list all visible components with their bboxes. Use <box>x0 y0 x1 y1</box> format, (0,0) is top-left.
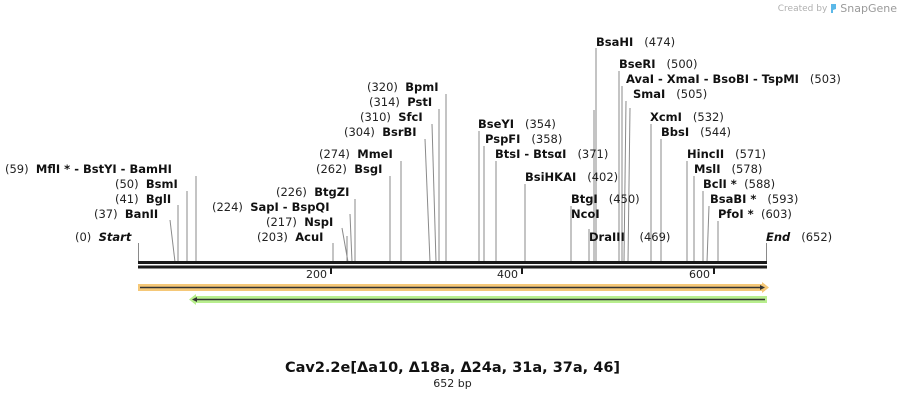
enzyme-label-draiii[interactable]: DraIII (469) <box>589 230 671 244</box>
sequence-length: 652 bp <box>433 377 472 390</box>
enzyme-label-btsi-btsai[interactable]: BtsI - BtsαI (371) <box>495 147 609 161</box>
enzyme-label-bsabi[interactable]: BsaBI * (593) <box>710 192 799 206</box>
enzyme-label-bbsi[interactable]: BbsI (544) <box>661 125 732 139</box>
enzyme-label-bsmi[interactable]: (50) BsmI <box>115 177 178 191</box>
backbone-top-strand <box>138 261 767 264</box>
enzyme-label-xcmi[interactable]: XcmI (532) <box>650 110 724 124</box>
end-label: End (652) <box>766 230 833 244</box>
enzyme-label-pspfi[interactable]: PspFI (358) <box>485 132 563 146</box>
credit-prefix: Created by <box>777 3 828 14</box>
enzyme-label-bsahi[interactable]: BsaHI (474) <box>596 35 676 49</box>
reverse-feature-arrow[interactable] <box>189 294 767 305</box>
start-label: (0) Start <box>75 230 132 244</box>
enzyme-label-bsrbi[interactable]: (304) BsrBI <box>344 125 417 139</box>
enzyme-label-btgi[interactable]: BtgI (450) <box>571 192 640 206</box>
enzyme-label-bgli[interactable]: (41) BglI <box>115 192 172 206</box>
snapgene-logo-icon <box>831 4 837 13</box>
cut-site-lines <box>138 48 767 263</box>
enzyme-label-ncoi[interactable]: NcoI <box>571 207 600 221</box>
enzyme-label-hincii[interactable]: HincII (571) <box>687 147 767 161</box>
tick-400 <box>521 268 523 274</box>
enzyme-label-btgzi[interactable]: (226) BtgZI <box>276 185 350 199</box>
forward-feature-arrow[interactable] <box>138 282 769 293</box>
tick-label-200: 200 <box>306 268 327 281</box>
enzyme-label-acui[interactable]: (203) AcuI <box>257 230 324 244</box>
credit-brand: SnapGene <box>840 2 897 15</box>
enzyme-label-sapi-bspqi[interactable]: (224) SapI - BspQI <box>212 200 330 214</box>
tick-600 <box>713 268 715 274</box>
enzyme-label-avai-xmai-bsobi-tspmi[interactable]: AvaI - XmaI - BsoBI - TspMI (503) <box>626 72 841 86</box>
enzyme-label-bcli[interactable]: BclI * (588) <box>703 177 776 191</box>
enzyme-label-mfli-bstyi-bamhi[interactable]: (59) MflI * - BstYI - BamHI <box>5 162 172 176</box>
enzyme-label-psti[interactable]: (314) PstI <box>369 95 433 109</box>
enzyme-label-pfoi[interactable]: PfoI * (603) <box>718 207 792 221</box>
enzyme-label-bseyi[interactable]: BseYI (354) <box>478 117 556 131</box>
tick-label-600: 600 <box>689 268 710 281</box>
enzyme-label-bpmi[interactable]: (320) BpmI <box>367 80 439 94</box>
enzyme-label-bsihkai[interactable]: BsiHKAI (402) <box>525 170 619 184</box>
sequence-title: Cav2.2e[Δa10, Δ18a, Δ24a, 31a, 37a, 46] <box>284 360 621 376</box>
enzyme-label-banii[interactable]: (37) BanII <box>94 207 159 221</box>
backbone-bottom-strand <box>138 265 767 269</box>
tick-200 <box>330 268 332 274</box>
enzyme-label-bsgi[interactable]: (262) BsgI <box>316 162 383 176</box>
enzyme-label-msli[interactable]: MslI (578) <box>694 162 763 176</box>
snapgene-credit: Created by SnapGene <box>778 2 897 15</box>
enzyme-label-sfci[interactable]: (310) SfcI <box>360 110 423 124</box>
enzyme-label-nspi[interactable]: (217) NspI <box>266 215 334 229</box>
tick-label-400: 400 <box>497 268 518 281</box>
enzyme-label-bseri[interactable]: BseRI (500) <box>619 57 698 71</box>
enzyme-label-mmei[interactable]: (274) MmeI <box>319 147 393 161</box>
enzyme-label-smai[interactable]: SmaI (505) <box>633 87 708 101</box>
